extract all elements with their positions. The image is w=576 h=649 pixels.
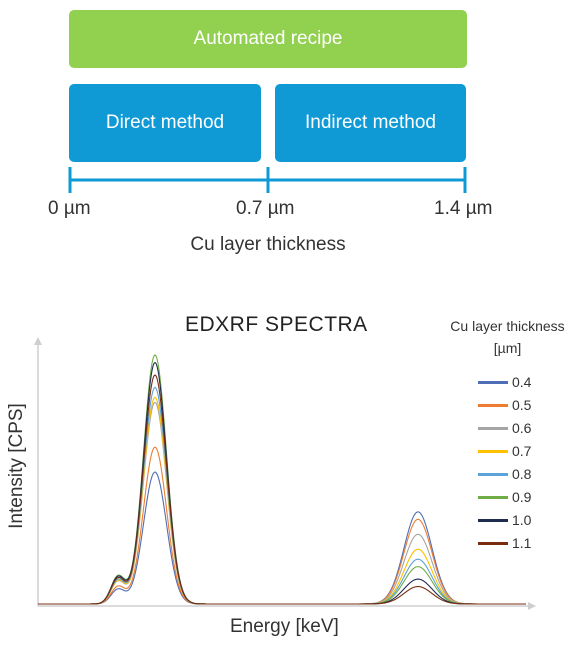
legend-swatch <box>478 380 508 384</box>
legend-swatch <box>478 449 508 453</box>
legend-swatch <box>478 403 508 407</box>
x-axis-arrow <box>528 602 536 610</box>
series-line-0-6 <box>38 401 526 605</box>
legend-label: 0.4 <box>512 374 532 390</box>
legend-label: 1.0 <box>512 512 532 528</box>
legend-label: 0.9 <box>512 489 532 505</box>
chart-series <box>38 354 526 605</box>
legend-item-0-4: 0.4 <box>478 372 531 392</box>
x-axis-label: Energy [keV] <box>230 616 339 637</box>
edxrf-chart <box>34 337 536 610</box>
legend-label: 0.7 <box>512 443 532 459</box>
cu-thickness-axis-title: Cu layer thickness <box>190 234 346 255</box>
legend-label: 1.1 <box>512 535 532 551</box>
chart-title: EDXRF SPECTRA <box>185 313 368 336</box>
legend-item-1-0: 1.0 <box>478 510 531 530</box>
scale-label-0: 0 µm <box>48 198 91 219</box>
legend-swatch <box>478 426 508 430</box>
legend-swatch <box>478 472 508 476</box>
legend-label: 0.6 <box>512 420 532 436</box>
legend-item-0-8: 0.8 <box>478 464 531 484</box>
legend-item-1-1: 1.1 <box>478 533 531 553</box>
series-line-1-1 <box>38 374 526 605</box>
series-line-0-4 <box>38 471 526 605</box>
chart-axes <box>34 337 536 610</box>
direct-method-box: Direct method <box>69 84 261 162</box>
scale-label-end: 1.4 µm <box>434 198 493 219</box>
legend-title: Cu layer thickness [µm] <box>450 318 565 356</box>
legend-label: 0.5 <box>512 397 532 413</box>
legend-item-0-6: 0.6 <box>478 418 531 438</box>
scale-label-mid: 0.7 µm <box>236 198 295 219</box>
legend-item-0-9: 0.9 <box>478 487 531 507</box>
legend-swatch <box>478 495 508 499</box>
series-line-0-9 <box>38 354 526 605</box>
series-line-0-8 <box>38 386 526 605</box>
series-line-0-5 <box>38 446 526 605</box>
series-line-1-0 <box>38 361 526 605</box>
automated-recipe-box: Automated recipe <box>69 10 467 68</box>
thickness-scale <box>68 167 467 193</box>
legend-item-0-5: 0.5 <box>478 395 531 415</box>
legend-swatch <box>478 541 508 545</box>
y-axis-arrow <box>34 337 42 345</box>
legend-item-0-7: 0.7 <box>478 441 531 461</box>
series-line-0-7 <box>38 396 526 605</box>
legend-swatch <box>478 518 508 522</box>
legend-label: 0.8 <box>512 466 532 482</box>
indirect-method-box: Indirect method <box>275 84 466 162</box>
